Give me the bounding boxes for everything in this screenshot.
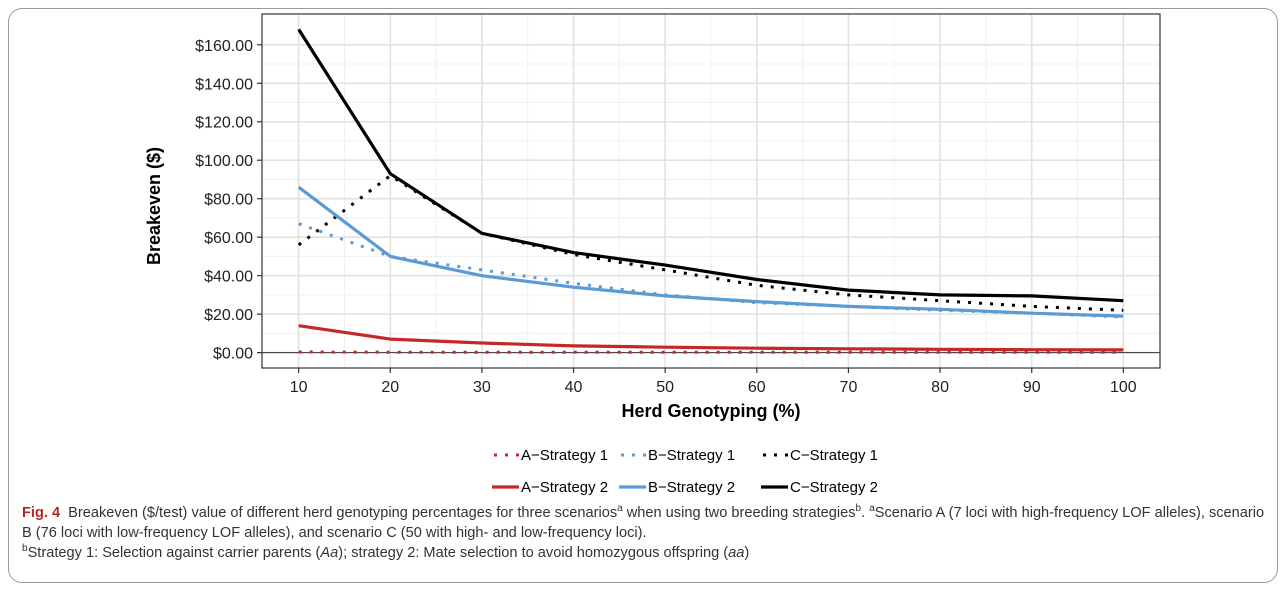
- plot-border: [261, 13, 1161, 369]
- x-axis-ticks: 10 20 30 40 50 60 70 80 90 100: [290, 368, 1137, 396]
- y-tick-label: $20.00: [204, 307, 253, 324]
- caption-sup-a-2: a: [869, 503, 875, 515]
- caption-text-3: .: [861, 505, 870, 521]
- x-tick-label: 30: [473, 379, 491, 396]
- x-tick-label: 50: [656, 379, 674, 396]
- caption-text-5: Strategy 1: Selection against carrier pa…: [27, 545, 321, 561]
- caption-text-2: when using two breeding strategies: [622, 505, 856, 521]
- axes: [261, 13, 1161, 369]
- legend-label-2: B−Strategy 1: [648, 447, 735, 464]
- y-tick-label: $160.00: [195, 38, 253, 55]
- series-line-6: [297, 28, 1124, 303]
- series-line-5: [297, 185, 1124, 318]
- caption-sup-b-2: b: [22, 543, 28, 555]
- x-tick-label: 20: [381, 379, 399, 396]
- caption-carrier-genotype: Aa: [320, 545, 339, 561]
- legend-label-4: A−Strategy 2: [521, 479, 608, 496]
- y-tick-label: $100.00: [195, 153, 253, 170]
- legend: A−Strategy 1 B−Strategy 1 C−Strategy 1 A−St…: [492, 447, 878, 496]
- x-tick-label: 70: [840, 379, 858, 396]
- y-tick-label: $40.00: [204, 269, 253, 286]
- x-tick-label: 90: [1023, 379, 1041, 396]
- caption-text-4: Scenario A (7 loci with high-frequency L…: [22, 505, 1265, 541]
- x-tick-label: 40: [565, 379, 583, 396]
- figure-label: Fig. 4: [22, 505, 61, 521]
- series-lines: [297, 28, 1124, 354]
- x-tick-label: 80: [931, 379, 949, 396]
- y-tick-label: $60.00: [204, 230, 253, 247]
- legend-label-5: B−Strategy 2: [648, 479, 735, 496]
- figure-caption: Fig. 4 Breakeven ($/test) value of diffe…: [22, 503, 1272, 563]
- x-tick-label: 10: [290, 379, 308, 396]
- x-tick-label: 100: [1110, 379, 1137, 396]
- legend-label-6: C−Strategy 2: [790, 479, 878, 496]
- x-tick-label: 60: [748, 379, 766, 396]
- caption-sup-b: b: [855, 503, 862, 515]
- caption-text-7: ): [744, 545, 750, 561]
- caption-text-6: ); strategy 2: Mate selection to avoid h…: [338, 545, 729, 561]
- legend-label-3: C−Strategy 1: [790, 447, 878, 464]
- series-line-4: [298, 324, 1124, 352]
- y-tick-label: $0.00: [213, 346, 253, 363]
- caption-homozygous-genotype: aa: [728, 545, 745, 561]
- caption-sup-a: a: [617, 503, 623, 515]
- y-tick-label: $140.00: [195, 76, 253, 93]
- figure-frame: [8, 8, 1278, 583]
- breakeven-line-chart: $0.00 $20.00 $40.00 $60.00 $80.00 $100.00 $120…: [144, 13, 1161, 496]
- legend-label-1: A−Strategy 1: [521, 447, 608, 464]
- caption-text-1: Breakeven ($/test) value of different he…: [68, 505, 618, 521]
- y-tick-label: $120.00: [195, 115, 253, 132]
- y-tick-label: $80.00: [204, 192, 253, 209]
- y-axis-ticks: $0.00 $20.00 $40.00 $60.00 $80.00 $100.00 $120…: [195, 38, 262, 363]
- x-axis-title: Herd Genotyping (%): [622, 401, 801, 421]
- y-axis-title: Breakeven ($): [144, 147, 164, 265]
